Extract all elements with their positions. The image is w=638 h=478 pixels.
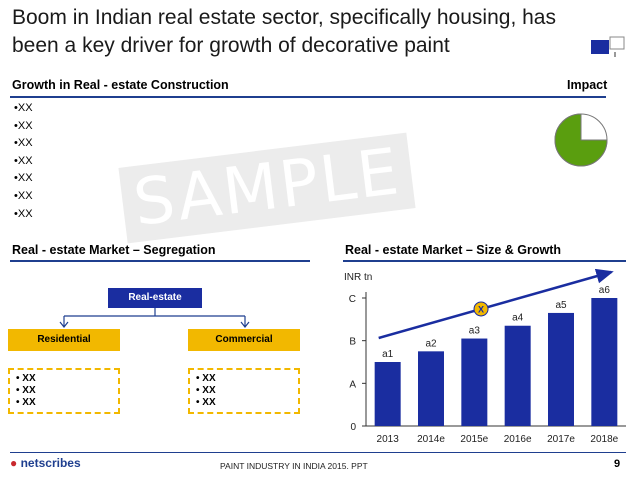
chart-x-tick-label: 2016e (504, 434, 532, 445)
chart-trend-marker-label: X (478, 304, 484, 314)
list-item: XX (196, 373, 298, 385)
chart-x-tick-label: 2014e (417, 434, 445, 445)
watermark-text: SAMPLE (129, 134, 405, 242)
list-item: XX (196, 385, 298, 397)
impact-header: Impact (567, 78, 608, 92)
size-growth-divider (343, 260, 626, 262)
netscribes-logo: ● netscribes (10, 456, 81, 470)
page-title: Boom in Indian real estate sector, speci… (12, 6, 556, 57)
footer-divider (10, 452, 626, 453)
chart-x-tick-label: 2013 (377, 434, 400, 445)
slide-thumbnail-icon (591, 36, 625, 57)
segregation-divider (10, 260, 310, 262)
impact-pie-fill (554, 113, 608, 167)
impact-pie-icon (554, 113, 608, 167)
tree-connectors (59, 308, 250, 328)
list-item: XX (16, 397, 118, 409)
size-growth-header: Real - estate Market – Size & Growth (345, 243, 562, 257)
chart-y-tick-label: A (349, 379, 356, 390)
residential-items: XX XX XX (8, 368, 120, 414)
chart-data-label: a2 (425, 338, 437, 349)
chart-data-label: a1 (382, 349, 394, 360)
list-item: XX (16, 385, 118, 397)
footer-caption: PAINT INDUSTRY IN INDIA 2015. PPT (220, 461, 368, 471)
chart-y-tick-label: B (349, 337, 356, 348)
chart-trend-marker (473, 301, 489, 317)
chart-x-tick-label: 2015e (460, 434, 488, 445)
chart-x-tick-label: 2018e (590, 434, 618, 445)
chart-y-tick-label: C (349, 294, 356, 305)
commercial-box: Commercial (188, 329, 300, 351)
list-item: XX (196, 397, 298, 409)
chart-data-label: a6 (599, 285, 611, 296)
list-item: XX (16, 373, 118, 385)
residential-box: Residential (8, 329, 120, 351)
chart-bar (504, 325, 531, 426)
logo-text: netscribes (20, 456, 81, 470)
list-item: XX (14, 153, 33, 171)
chart-y-tick-label: 0 (350, 422, 356, 433)
list-item: XX (14, 206, 33, 224)
chart-bar (374, 362, 401, 426)
segregation-header: Real - estate Market – Segregation (12, 243, 216, 257)
growth-header: Growth in Real - estate Construction (12, 78, 229, 92)
chart-x-tick-label: 2017e (547, 434, 575, 445)
list-item: XX (14, 118, 33, 136)
real-estate-box: Real-estate (108, 288, 202, 308)
growth-bullet-list: XX XX XX XX XX XX XX (14, 100, 33, 223)
chart-data-label: a4 (512, 313, 524, 324)
commercial-items: XX XX XX (188, 368, 300, 414)
chart-bar (591, 298, 618, 426)
chart-bar (461, 338, 488, 426)
chart-ylabel: INR tn (344, 272, 372, 283)
chart-bar (548, 312, 574, 426)
logo-mark-icon: ● (10, 456, 18, 470)
list-item: XX (14, 188, 33, 206)
chart-data-label: a3 (469, 326, 481, 337)
chart-trend-arrow (378, 268, 614, 340)
list-item: XX (14, 135, 33, 153)
chart-data-label: a5 (555, 300, 567, 311)
sample-watermark: SAMPLE (118, 132, 416, 244)
size-growth-chart: INR tn 0 A B C a1 2013 a2 2014e a3 2015e a4 2016e a… (344, 268, 626, 445)
list-item: XX (14, 170, 33, 188)
growth-divider (10, 96, 606, 98)
list-item: XX (14, 100, 33, 118)
chart-bar (418, 351, 444, 426)
page-number: 9 (614, 458, 621, 470)
